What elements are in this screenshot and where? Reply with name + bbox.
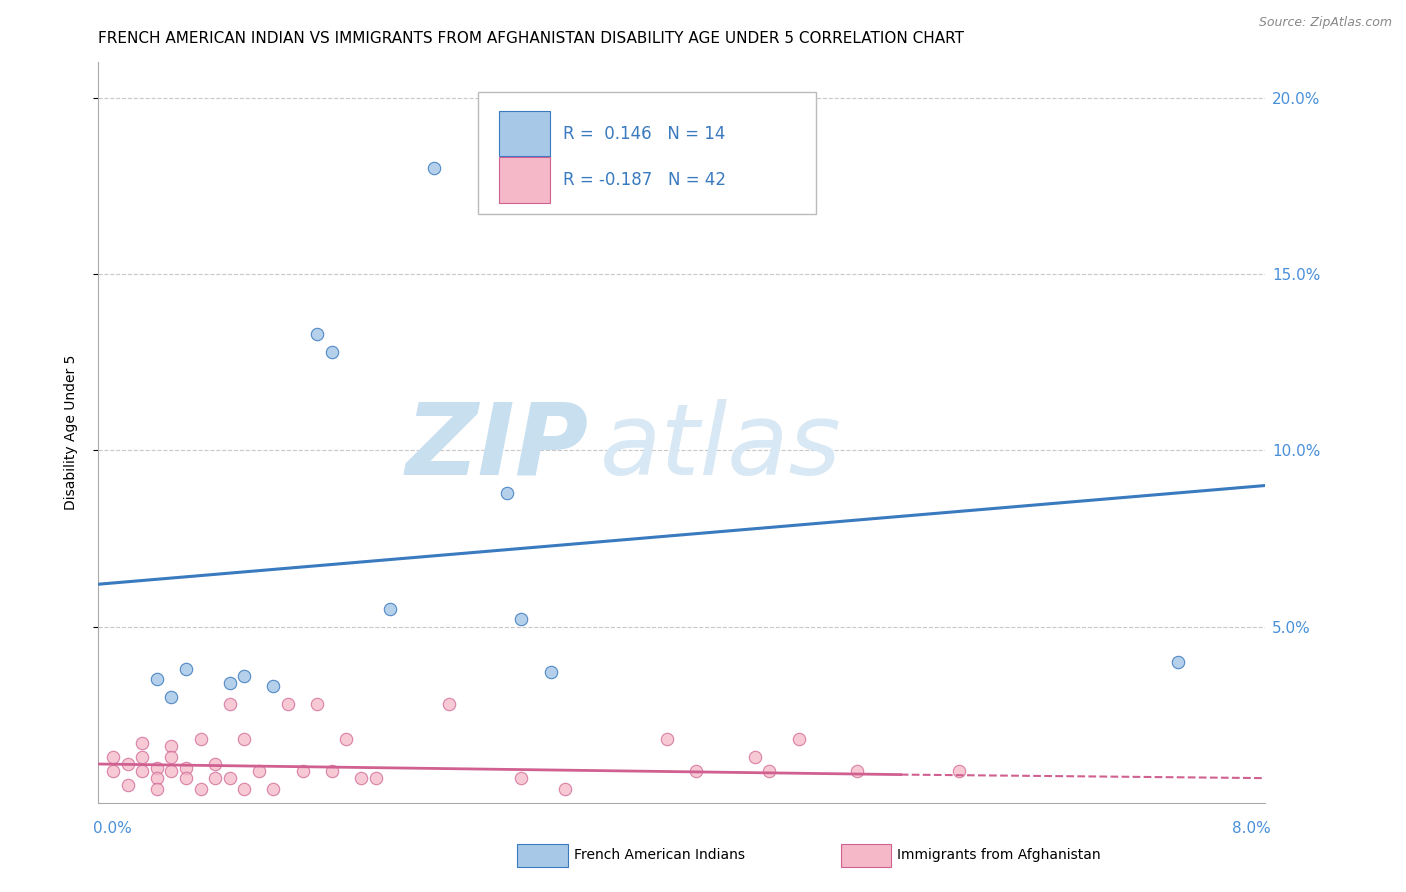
Point <box>131 736 153 750</box>
Point <box>364 771 387 785</box>
Point <box>657 732 679 747</box>
Point <box>496 485 519 500</box>
Point <box>437 697 460 711</box>
Point <box>233 669 256 683</box>
Point <box>307 697 329 711</box>
Point <box>744 750 766 764</box>
Point <box>146 760 169 774</box>
Point <box>510 771 533 785</box>
Point <box>307 326 329 341</box>
Point <box>160 764 183 778</box>
Y-axis label: Disability Age Under 5: Disability Age Under 5 <box>63 355 77 510</box>
Point <box>218 676 240 690</box>
Point <box>146 771 169 785</box>
Text: Immigrants from Afghanistan: Immigrants from Afghanistan <box>897 848 1101 863</box>
Point <box>117 757 139 772</box>
Point <box>948 764 970 778</box>
Point <box>787 732 810 747</box>
Point <box>117 778 139 792</box>
Text: French American Indians: French American Indians <box>574 848 745 863</box>
Text: ZIP: ZIP <box>405 399 589 496</box>
Point <box>174 662 197 676</box>
Point <box>277 697 299 711</box>
Text: atlas: atlas <box>600 399 842 496</box>
Point <box>131 764 153 778</box>
Point <box>218 771 240 785</box>
Point <box>291 764 314 778</box>
Point <box>131 750 153 764</box>
Point <box>190 781 212 796</box>
Point <box>510 612 533 626</box>
Text: Source: ZipAtlas.com: Source: ZipAtlas.com <box>1258 16 1392 29</box>
Point <box>160 750 183 764</box>
Point <box>146 673 169 687</box>
Point <box>1167 655 1189 669</box>
Point <box>262 680 284 694</box>
Point <box>846 764 869 778</box>
Point <box>540 665 562 680</box>
Point <box>247 764 270 778</box>
Text: FRENCH AMERICAN INDIAN VS IMMIGRANTS FROM AFGHANISTAN DISABILITY AGE UNDER 5 COR: FRENCH AMERICAN INDIAN VS IMMIGRANTS FRO… <box>98 31 965 46</box>
Point <box>321 344 343 359</box>
Point <box>204 771 226 785</box>
Point <box>423 161 446 176</box>
Text: 0.0%: 0.0% <box>93 822 131 837</box>
Point <box>758 764 780 778</box>
Point <box>146 781 169 796</box>
Point <box>335 732 357 747</box>
FancyBboxPatch shape <box>499 157 550 203</box>
Point <box>233 781 256 796</box>
Text: R = -0.187   N = 42: R = -0.187 N = 42 <box>562 171 725 189</box>
Point <box>233 732 256 747</box>
Point <box>554 781 576 796</box>
Text: R =  0.146   N = 14: R = 0.146 N = 14 <box>562 125 725 143</box>
Point <box>160 739 183 754</box>
Point <box>204 757 226 772</box>
Point <box>218 697 240 711</box>
Point <box>190 732 212 747</box>
Point <box>350 771 373 785</box>
Point <box>160 690 183 704</box>
Text: 8.0%: 8.0% <box>1233 822 1271 837</box>
Point <box>262 781 284 796</box>
Point <box>685 764 707 778</box>
Point <box>378 602 402 616</box>
Point <box>101 764 124 778</box>
Point <box>101 750 124 764</box>
FancyBboxPatch shape <box>499 111 550 156</box>
FancyBboxPatch shape <box>478 92 815 214</box>
Point <box>174 760 197 774</box>
Point <box>321 764 343 778</box>
Point <box>174 771 197 785</box>
